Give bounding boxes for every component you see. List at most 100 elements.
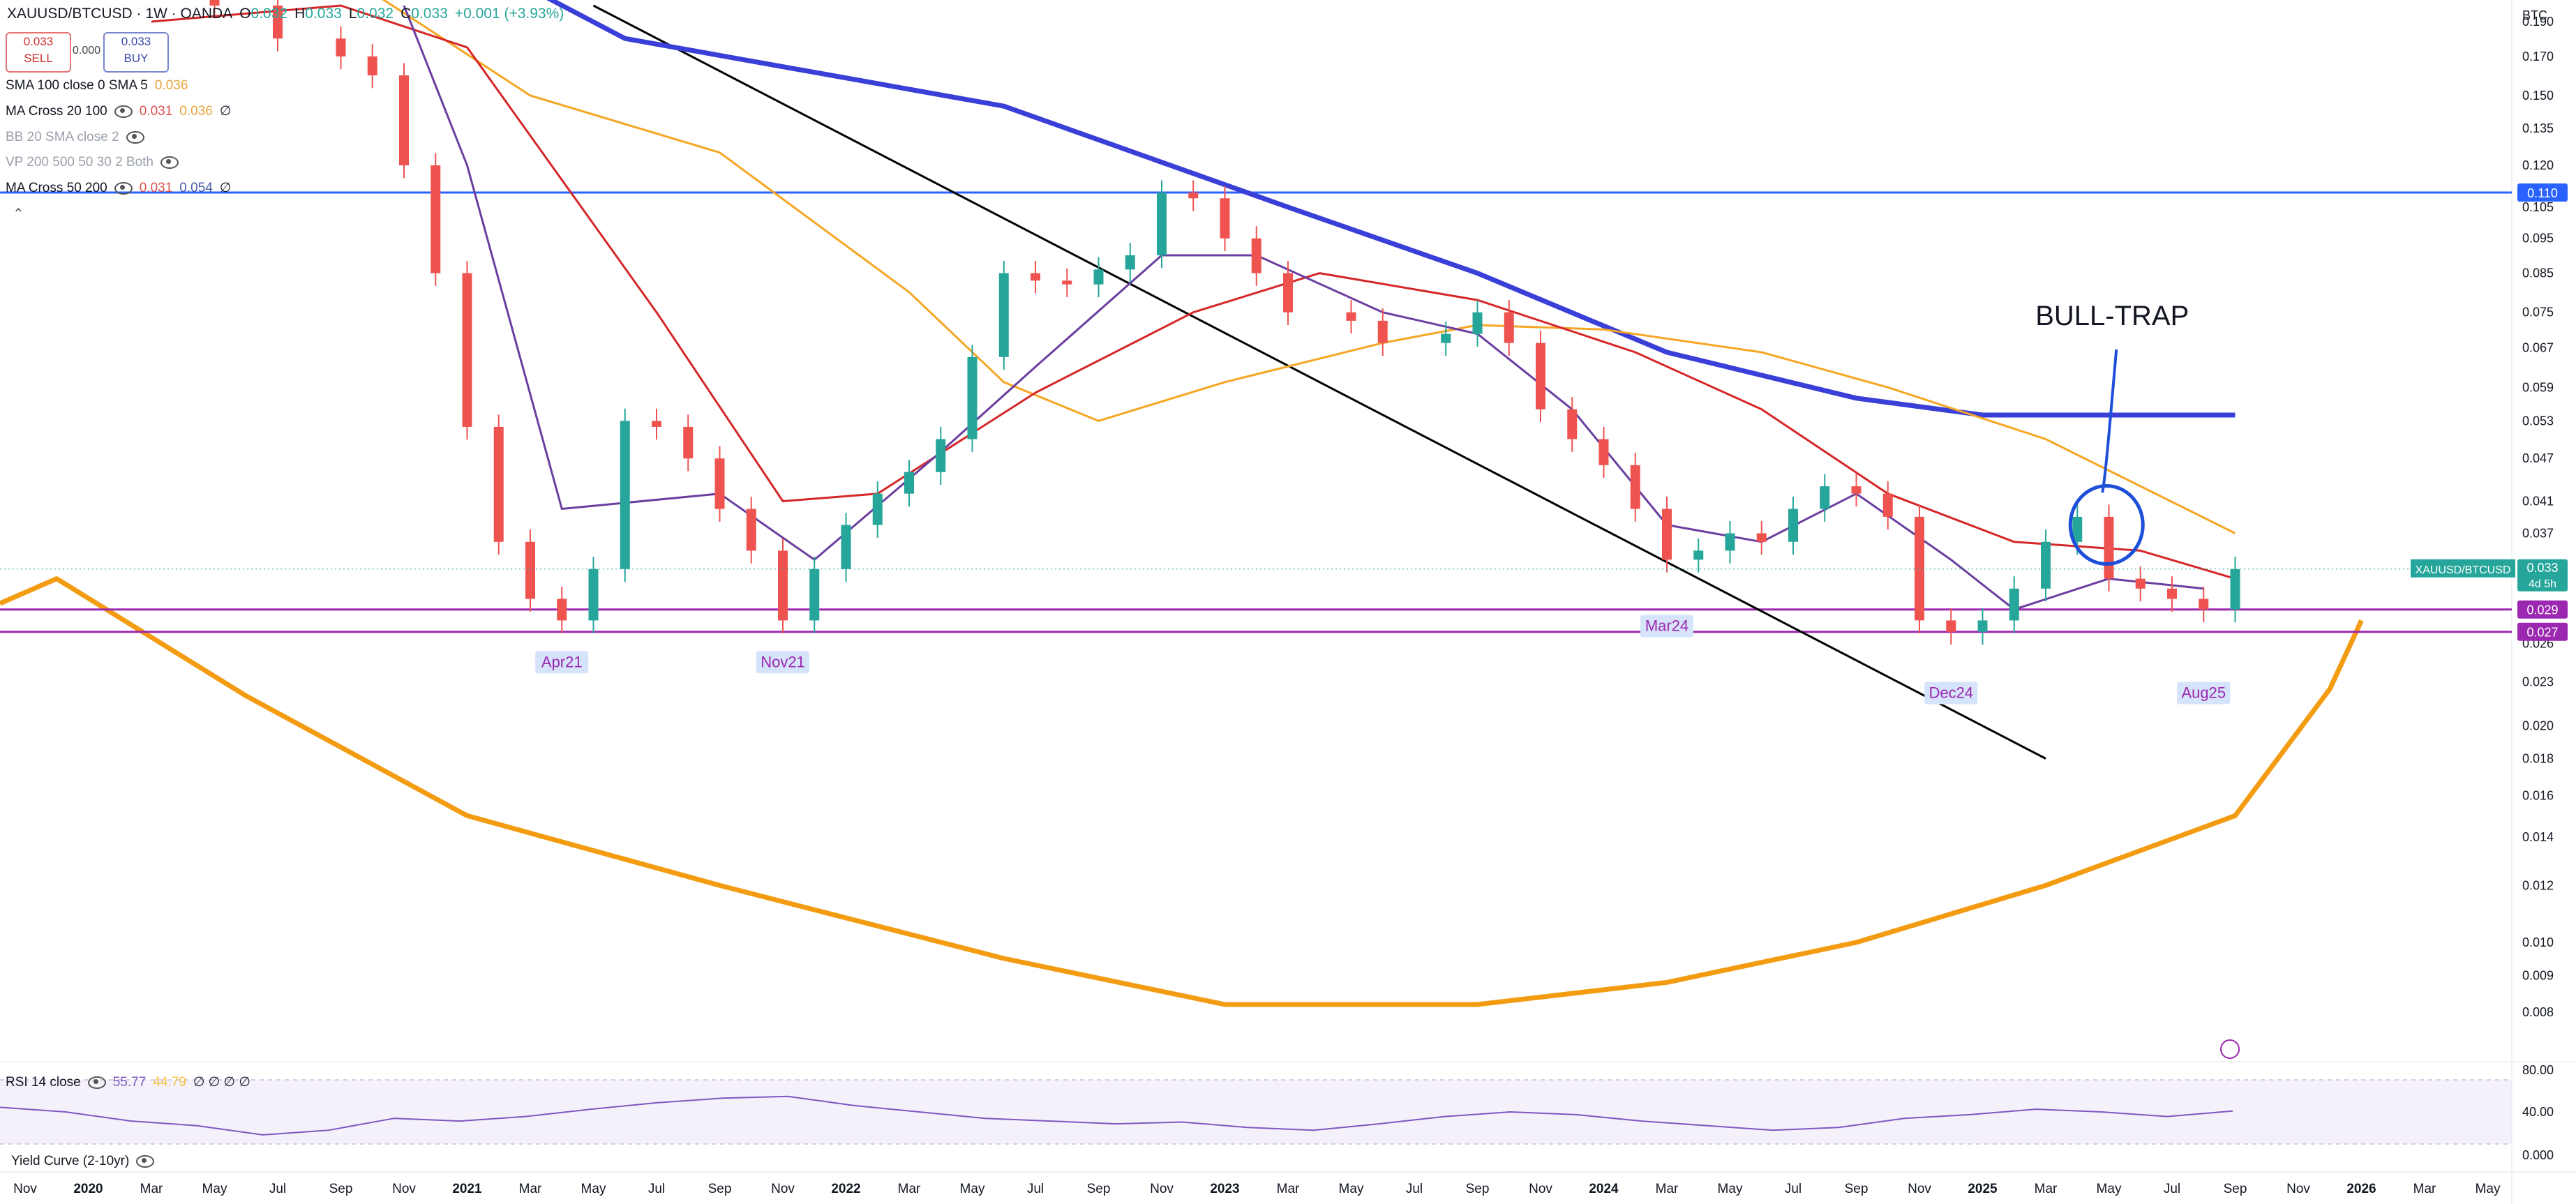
- candle-body: [1756, 533, 1767, 542]
- eye-off-icon[interactable]: [126, 131, 144, 144]
- ohlc-open: O0.032: [239, 6, 288, 22]
- y-tick-label: 0.016: [2522, 788, 2554, 802]
- rsi-tick-label: 40.00: [2522, 1105, 2554, 1119]
- candle-body: [1441, 333, 1451, 343]
- candle-body: [1851, 486, 1862, 494]
- date-annotation-box: [1640, 615, 1693, 638]
- eye-icon[interactable]: [114, 181, 133, 195]
- indicator-yield-curve[interactable]: Yield Curve (2-10yr): [11, 1154, 155, 1169]
- x-tick-label: May: [581, 1182, 606, 1196]
- x-tick-label: Jul: [1785, 1182, 1802, 1196]
- date-annotation-label: Nov21: [761, 653, 805, 670]
- x-tick-label: Jul: [2164, 1182, 2180, 1196]
- x-tick-label: May: [202, 1182, 227, 1196]
- x-tick-label: Mar: [519, 1182, 542, 1196]
- eye-icon[interactable]: [87, 1076, 106, 1089]
- candle-body: [1251, 238, 1261, 273]
- y-tick-label: 0.170: [2522, 50, 2554, 63]
- candle-body: [1915, 516, 1924, 621]
- candle-body: [1283, 273, 1293, 313]
- x-tick-label: 2020: [73, 1182, 103, 1196]
- indicator-ma-cross-20-100[interactable]: MA Cross 20 100 0.031 0.036 ∅: [6, 103, 232, 119]
- candle-body: [399, 75, 409, 166]
- candle-body: [1377, 320, 1388, 343]
- x-tick-label: Mar: [1656, 1182, 1679, 1196]
- level-price-tag: [2517, 600, 2568, 619]
- candle-body: [620, 421, 630, 569]
- indicator-vp[interactable]: VP 200 500 50 30 2 Both: [6, 155, 179, 170]
- ohlc-low: L0.032: [348, 6, 394, 22]
- x-tick-label: Nov: [1150, 1182, 1174, 1196]
- indicator-bb[interactable]: BB 20 SMA close 2: [6, 130, 144, 145]
- y-tick-label: 0.020: [2522, 718, 2554, 732]
- last-price-symbol: XAUUSD/BTCUSD: [2416, 564, 2511, 576]
- last-price-value: 0.033: [2526, 561, 2558, 575]
- x-tick-label: Sep: [329, 1182, 353, 1196]
- date-annotation-label: Dec24: [1929, 684, 1973, 701]
- x-tick-label: Mar: [2035, 1182, 2058, 1196]
- x-tick-label: Jul: [1027, 1182, 1044, 1196]
- sell-button[interactable]: 0.033 SELL: [6, 32, 71, 73]
- candle-body: [2230, 569, 2240, 610]
- indicator-sma100[interactable]: SMA 100 close 0 SMA 5 0.036: [6, 78, 188, 93]
- candle-body: [2009, 588, 2019, 621]
- candle-body: [746, 509, 756, 551]
- x-tick-label: Mar: [898, 1182, 921, 1196]
- y-tick-label: 0.023: [2522, 675, 2554, 689]
- x-tick-label: Jul: [269, 1182, 286, 1196]
- yield-curve-line: [0, 576, 2364, 1007]
- candle-body: [1567, 409, 1578, 439]
- sell-label: SELL: [24, 52, 53, 65]
- eye-off-icon[interactable]: [160, 156, 179, 169]
- y-tick-label: 0.075: [2522, 306, 2554, 319]
- x-tick-label: Sep: [708, 1182, 732, 1196]
- x-tick-label: Mar: [2413, 1182, 2436, 1196]
- chevron-up-icon[interactable]: ⌃: [13, 206, 24, 222]
- candle-body: [430, 165, 441, 273]
- x-tick-label: Nov: [2286, 1182, 2310, 1196]
- x-tick-label: 2021: [452, 1182, 482, 1196]
- candle-body: [1472, 312, 1483, 334]
- candle-body: [967, 356, 978, 439]
- eye-icon[interactable]: [136, 1155, 155, 1168]
- candle-body: [683, 426, 694, 459]
- y-tick-label: 0.067: [2522, 340, 2554, 354]
- indicator-ma-cross-50-200[interactable]: MA Cross 50 200 0.031 0.054 ∅: [6, 180, 232, 196]
- x-tick-label: May: [960, 1182, 985, 1196]
- indicator-rsi[interactable]: RSI 14 close 55.77 44.79 ∅ ∅ ∅ ∅: [6, 1074, 250, 1090]
- x-tick-label: Nov: [392, 1182, 416, 1196]
- candle-body: [714, 458, 725, 509]
- y-tick-label: 0.135: [2522, 121, 2554, 135]
- x-tick-label: Sep: [2224, 1182, 2247, 1196]
- candle-body: [1977, 620, 1988, 632]
- y-tick-label: 0.190: [2522, 15, 2554, 29]
- alert-icon: [2220, 1039, 2240, 1059]
- moving-average-line: [151, 4, 2236, 580]
- y-tick-label: 0.120: [2522, 158, 2554, 172]
- level-price-tag: [2517, 183, 2568, 202]
- candle-body: [588, 569, 599, 621]
- y-tick-label: 0.018: [2522, 752, 2554, 766]
- candle-body: [462, 273, 472, 427]
- candle-body: [1662, 509, 1672, 560]
- bull-trap-circle: [2068, 484, 2145, 566]
- x-tick-label: Jul: [1406, 1182, 1423, 1196]
- candle-body: [273, 6, 283, 39]
- price-axis-unit: BTC: [2522, 8, 2547, 22]
- x-tick-label: 2023: [1210, 1182, 1239, 1196]
- x-tick-label: Sep: [1466, 1182, 1490, 1196]
- candle-body: [809, 569, 820, 621]
- candle-body: [1630, 465, 1640, 509]
- eye-icon[interactable]: [114, 105, 133, 118]
- candle-body: [1093, 269, 1104, 285]
- x-tick-label: 2022: [831, 1182, 860, 1196]
- candle-body: [1598, 439, 1609, 465]
- x-tick-label: Nov: [13, 1182, 37, 1196]
- spread-value: 0.000: [73, 45, 101, 57]
- candle-body: [209, 0, 220, 6]
- ohlc-change: +0.001 (+3.93%): [454, 6, 564, 22]
- y-tick-label: 0.041: [2522, 494, 2554, 508]
- symbol-title[interactable]: XAUUSD/BTCUSD · 1W · OANDA: [7, 6, 233, 22]
- buy-button[interactable]: 0.033 BUY: [103, 32, 169, 73]
